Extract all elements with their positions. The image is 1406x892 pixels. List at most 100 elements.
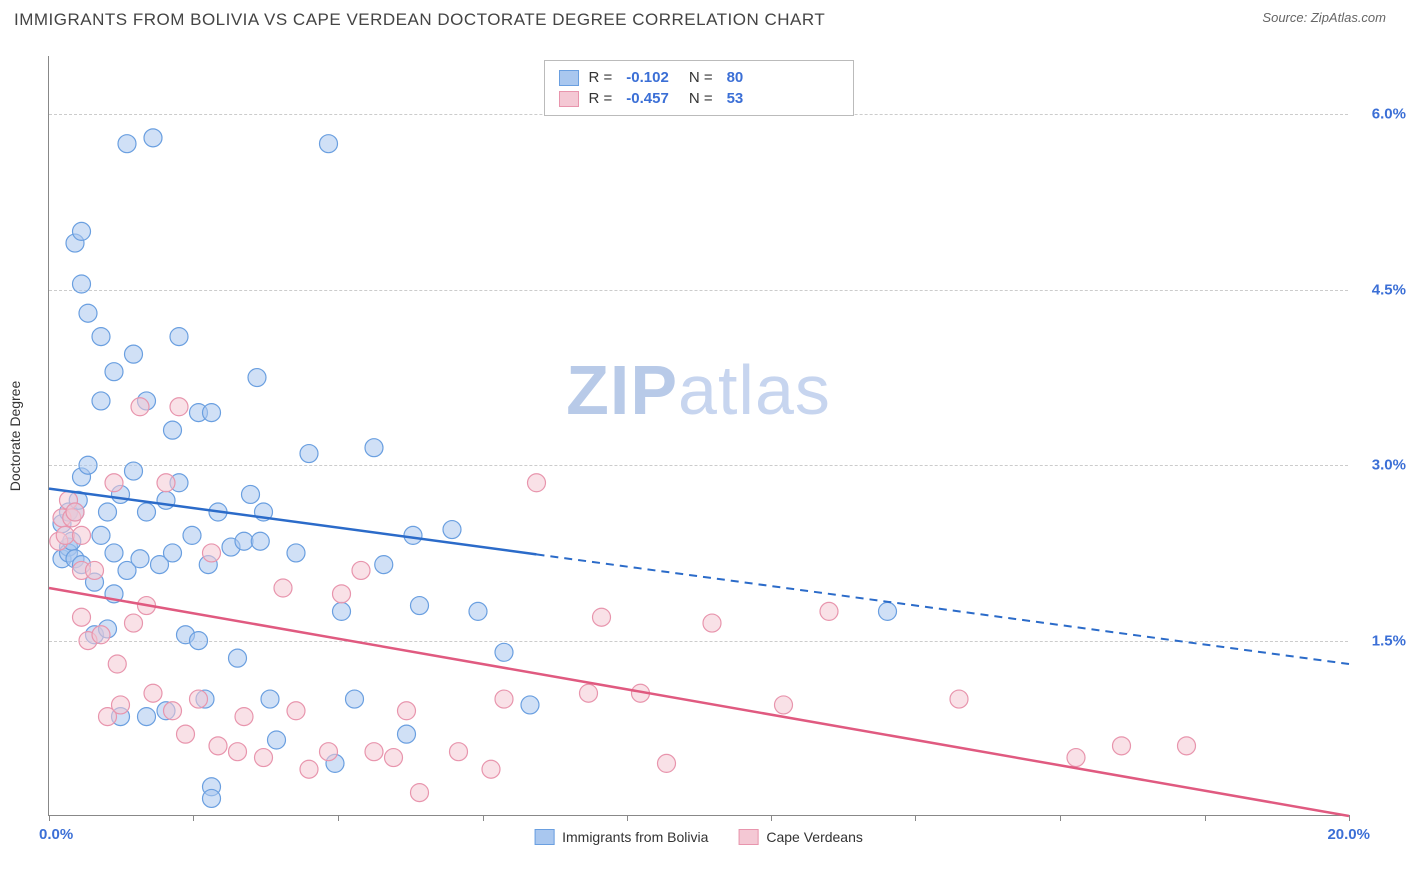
data-point-series-0 bbox=[170, 328, 188, 346]
y-tick-label: 4.5% bbox=[1372, 281, 1406, 298]
legend-item-1: Cape Verdeans bbox=[738, 829, 863, 845]
data-point-series-1 bbox=[131, 398, 149, 416]
data-point-series-0 bbox=[333, 602, 351, 620]
y-tick-label: 1.5% bbox=[1372, 632, 1406, 649]
data-point-series-1 bbox=[105, 474, 123, 492]
source-name: ZipAtlas.com bbox=[1311, 10, 1386, 25]
data-point-series-0 bbox=[443, 521, 461, 539]
data-point-series-1 bbox=[157, 474, 175, 492]
data-point-series-0 bbox=[242, 485, 260, 503]
x-tick bbox=[627, 815, 628, 821]
data-point-series-0 bbox=[229, 649, 247, 667]
data-point-series-0 bbox=[235, 532, 253, 550]
data-point-series-0 bbox=[203, 404, 221, 422]
x-tick bbox=[1205, 815, 1206, 821]
data-point-series-1 bbox=[398, 702, 416, 720]
data-point-series-1 bbox=[450, 743, 468, 761]
scatter-plot-svg bbox=[49, 56, 1348, 815]
data-point-series-1 bbox=[229, 743, 247, 761]
r-label: R = bbox=[589, 69, 613, 86]
data-point-series-1 bbox=[300, 760, 318, 778]
legend-row-series-0: R = -0.102 N = 80 bbox=[559, 67, 839, 88]
x-tick bbox=[1060, 815, 1061, 821]
x-tick bbox=[49, 815, 50, 821]
data-point-series-0 bbox=[183, 526, 201, 544]
data-point-series-1 bbox=[365, 743, 383, 761]
data-point-series-0 bbox=[138, 503, 156, 521]
data-point-series-1 bbox=[528, 474, 546, 492]
data-point-series-1 bbox=[287, 702, 305, 720]
data-point-series-1 bbox=[125, 614, 143, 632]
legend-row-series-1: R = -0.457 N = 53 bbox=[559, 88, 839, 109]
data-point-series-0 bbox=[125, 462, 143, 480]
data-point-series-1 bbox=[92, 626, 110, 644]
data-point-series-1 bbox=[112, 696, 130, 714]
data-point-series-0 bbox=[105, 363, 123, 381]
data-point-series-0 bbox=[411, 597, 429, 615]
data-point-series-1 bbox=[1178, 737, 1196, 755]
legend-swatch-1 bbox=[559, 91, 579, 107]
data-point-series-0 bbox=[261, 690, 279, 708]
chart-plot-area: Doctorate Degree 1.5%3.0%4.5%6.0% ZIPatl… bbox=[48, 56, 1348, 816]
data-point-series-0 bbox=[375, 556, 393, 574]
x-tick bbox=[915, 815, 916, 821]
data-point-series-1 bbox=[333, 585, 351, 603]
data-point-series-0 bbox=[79, 304, 97, 322]
data-point-series-0 bbox=[118, 135, 136, 153]
data-point-series-1 bbox=[385, 749, 403, 767]
chart-title: IMMIGRANTS FROM BOLIVIA VS CAPE VERDEAN … bbox=[14, 10, 825, 30]
x-axis-max-label: 20.0% bbox=[1327, 826, 1370, 843]
data-point-series-1 bbox=[73, 608, 91, 626]
correlation-legend: R = -0.102 N = 80 R = -0.457 N = 53 bbox=[544, 60, 854, 116]
data-point-series-0 bbox=[495, 643, 513, 661]
data-point-series-0 bbox=[521, 696, 539, 714]
legend-item-0: Immigrants from Bolivia bbox=[534, 829, 708, 845]
data-point-series-0 bbox=[164, 544, 182, 562]
data-point-series-0 bbox=[105, 544, 123, 562]
data-point-series-0 bbox=[144, 129, 162, 147]
x-tick bbox=[338, 815, 339, 821]
x-tick bbox=[1349, 815, 1350, 821]
data-point-series-0 bbox=[164, 421, 182, 439]
data-point-series-0 bbox=[287, 544, 305, 562]
data-point-series-0 bbox=[268, 731, 286, 749]
source-label: Source: bbox=[1262, 10, 1307, 25]
data-point-series-0 bbox=[138, 708, 156, 726]
data-point-series-0 bbox=[203, 789, 221, 807]
data-point-series-1 bbox=[580, 684, 598, 702]
data-point-series-0 bbox=[320, 135, 338, 153]
data-point-series-1 bbox=[658, 754, 676, 772]
n-value-0: 80 bbox=[723, 69, 754, 86]
x-axis-min-label: 0.0% bbox=[39, 826, 73, 843]
data-point-series-1 bbox=[144, 684, 162, 702]
r-label: R = bbox=[589, 90, 613, 107]
data-point-series-1 bbox=[209, 737, 227, 755]
series-legend: Immigrants from Bolivia Cape Verdeans bbox=[534, 829, 863, 845]
legend-swatch-0 bbox=[559, 70, 579, 86]
data-point-series-0 bbox=[79, 456, 97, 474]
data-point-series-0 bbox=[879, 602, 897, 620]
data-point-series-0 bbox=[73, 222, 91, 240]
data-point-series-1 bbox=[170, 398, 188, 416]
n-label: N = bbox=[689, 69, 713, 86]
data-point-series-1 bbox=[274, 579, 292, 597]
data-point-series-0 bbox=[131, 550, 149, 568]
y-axis-title: Doctorate Degree bbox=[7, 380, 23, 491]
data-point-series-0 bbox=[469, 602, 487, 620]
data-point-series-1 bbox=[593, 608, 611, 626]
data-point-series-1 bbox=[411, 784, 429, 802]
r-value-1: -0.457 bbox=[622, 90, 679, 107]
data-point-series-1 bbox=[203, 544, 221, 562]
legend-swatch-bottom-0 bbox=[534, 829, 554, 845]
x-tick bbox=[483, 815, 484, 821]
source-attribution: Source: ZipAtlas.com bbox=[1262, 10, 1386, 25]
data-point-series-0 bbox=[365, 439, 383, 457]
data-point-series-0 bbox=[157, 491, 175, 509]
data-point-series-1 bbox=[235, 708, 253, 726]
trend-line-dashed-series-0 bbox=[537, 554, 1350, 664]
y-tick-label: 6.0% bbox=[1372, 106, 1406, 123]
data-point-series-1 bbox=[177, 725, 195, 743]
y-tick-label: 3.0% bbox=[1372, 457, 1406, 474]
data-point-series-1 bbox=[1067, 749, 1085, 767]
legend-swatch-bottom-1 bbox=[738, 829, 758, 845]
